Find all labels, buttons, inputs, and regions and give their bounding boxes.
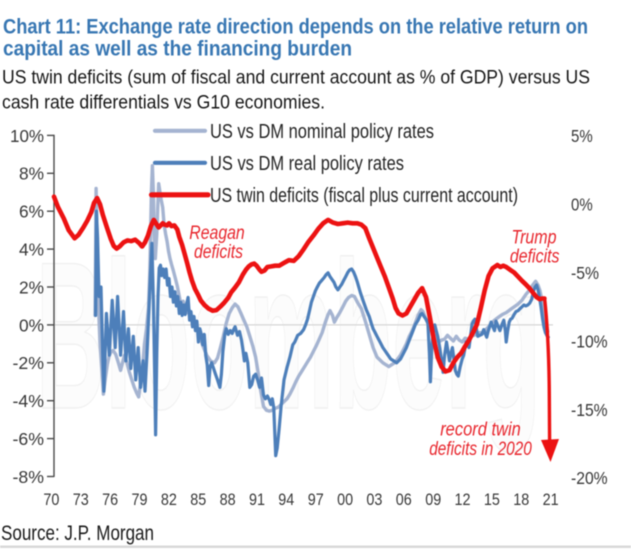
svg-text:US twin deficits (fiscal plus: US twin deficits (fiscal plus current ac… [210, 185, 518, 207]
svg-text:91: 91 [249, 490, 265, 509]
svg-text:-4%: -4% [13, 391, 45, 411]
svg-text:Source: J.P. Morgan: Source: J.P. Morgan [1, 522, 154, 545]
svg-text:8%: 8% [19, 164, 44, 184]
svg-text:-6%: -6% [13, 429, 45, 449]
svg-text:15: 15 [484, 490, 500, 509]
svg-text:-8%: -8% [13, 467, 45, 487]
svg-text:-15%: -15% [571, 400, 608, 420]
svg-text:85: 85 [190, 490, 206, 509]
svg-text:09: 09 [425, 490, 441, 509]
svg-text:Reagan: Reagan [189, 222, 245, 244]
svg-text:97: 97 [308, 490, 324, 509]
svg-text:18: 18 [513, 490, 529, 509]
svg-text:06: 06 [396, 490, 412, 509]
svg-text:0%: 0% [19, 315, 44, 335]
svg-text:79: 79 [132, 490, 148, 509]
svg-text:Chart 11: Exchange rate direct: Chart 11: Exchange rate direction depend… [3, 16, 588, 39]
svg-text:73: 73 [73, 490, 89, 509]
svg-text:-2%: -2% [13, 353, 45, 373]
svg-text:00: 00 [337, 490, 353, 509]
svg-text:10%: 10% [10, 126, 44, 146]
svg-text:88: 88 [220, 490, 236, 509]
svg-text:82: 82 [161, 490, 177, 509]
svg-text:12: 12 [455, 490, 471, 509]
svg-text:US vs DM real policy rates: US vs DM real policy rates [210, 153, 404, 175]
svg-text:US vs DM nominal policy rates: US vs DM nominal policy rates [210, 121, 434, 143]
svg-text:4%: 4% [19, 240, 44, 260]
svg-text:Trump: Trump [512, 227, 557, 249]
svg-text:deficits in 2020: deficits in 2020 [429, 438, 532, 460]
svg-text:-5%: -5% [571, 263, 599, 283]
svg-text:5%: 5% [571, 126, 593, 146]
svg-text:6%: 6% [19, 202, 44, 222]
svg-text:record twin: record twin [440, 419, 521, 441]
svg-text:-10%: -10% [571, 331, 608, 351]
svg-text:0%: 0% [571, 195, 593, 215]
svg-text:deficits: deficits [194, 241, 243, 263]
svg-text:deficits: deficits [510, 246, 560, 268]
svg-text:cash rate differentials vs G10: cash rate differentials vs G10 economies… [2, 92, 325, 114]
svg-text:-20%: -20% [571, 468, 608, 488]
svg-text:capital as well as the financi: capital as well as the financing burden [3, 37, 352, 60]
svg-text:70: 70 [43, 490, 59, 509]
svg-text:2%: 2% [19, 277, 44, 297]
svg-text:US twin deficits (sum of fisca: US twin deficits (sum of fiscal and curr… [2, 66, 590, 88]
svg-text:21: 21 [543, 490, 559, 509]
svg-text:94: 94 [278, 490, 294, 509]
svg-text:03: 03 [366, 490, 382, 509]
svg-text:76: 76 [102, 490, 118, 509]
